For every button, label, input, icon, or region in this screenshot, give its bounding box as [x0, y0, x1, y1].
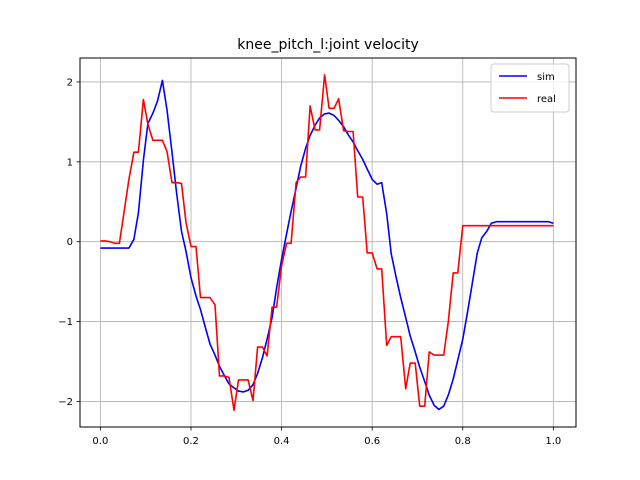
y-tick-label: −1	[58, 317, 73, 328]
legend: sim real	[490, 63, 570, 113]
series-line-sim	[100, 79, 554, 411]
series-layer	[100, 74, 554, 412]
axes-frame	[79, 57, 577, 428]
x-tick-label: 0.8	[455, 436, 471, 447]
series-line-real	[100, 74, 554, 412]
y-tick-label: −2	[58, 397, 73, 408]
x-tick-label: 1.0	[545, 436, 561, 447]
x-tick-label: 0.2	[183, 436, 199, 447]
y-tick-label: 2	[67, 77, 73, 88]
legend-box	[490, 63, 570, 113]
y-tick-label: 1	[67, 157, 73, 168]
legend-label-sim: sim	[537, 72, 555, 83]
x-tick-label: 0.0	[92, 436, 108, 447]
chart-title: knee_pitch_l:joint velocity	[237, 37, 419, 53]
legend-label-real: real	[537, 94, 556, 105]
ticks: 0.0 0.2 0.4 0.6 0.8 1.0 −2 −1 0 1 2	[58, 77, 561, 447]
x-tick-label: 0.6	[364, 436, 380, 447]
y-tick-label: 0	[67, 237, 73, 248]
x-tick-label: 0.4	[274, 436, 290, 447]
